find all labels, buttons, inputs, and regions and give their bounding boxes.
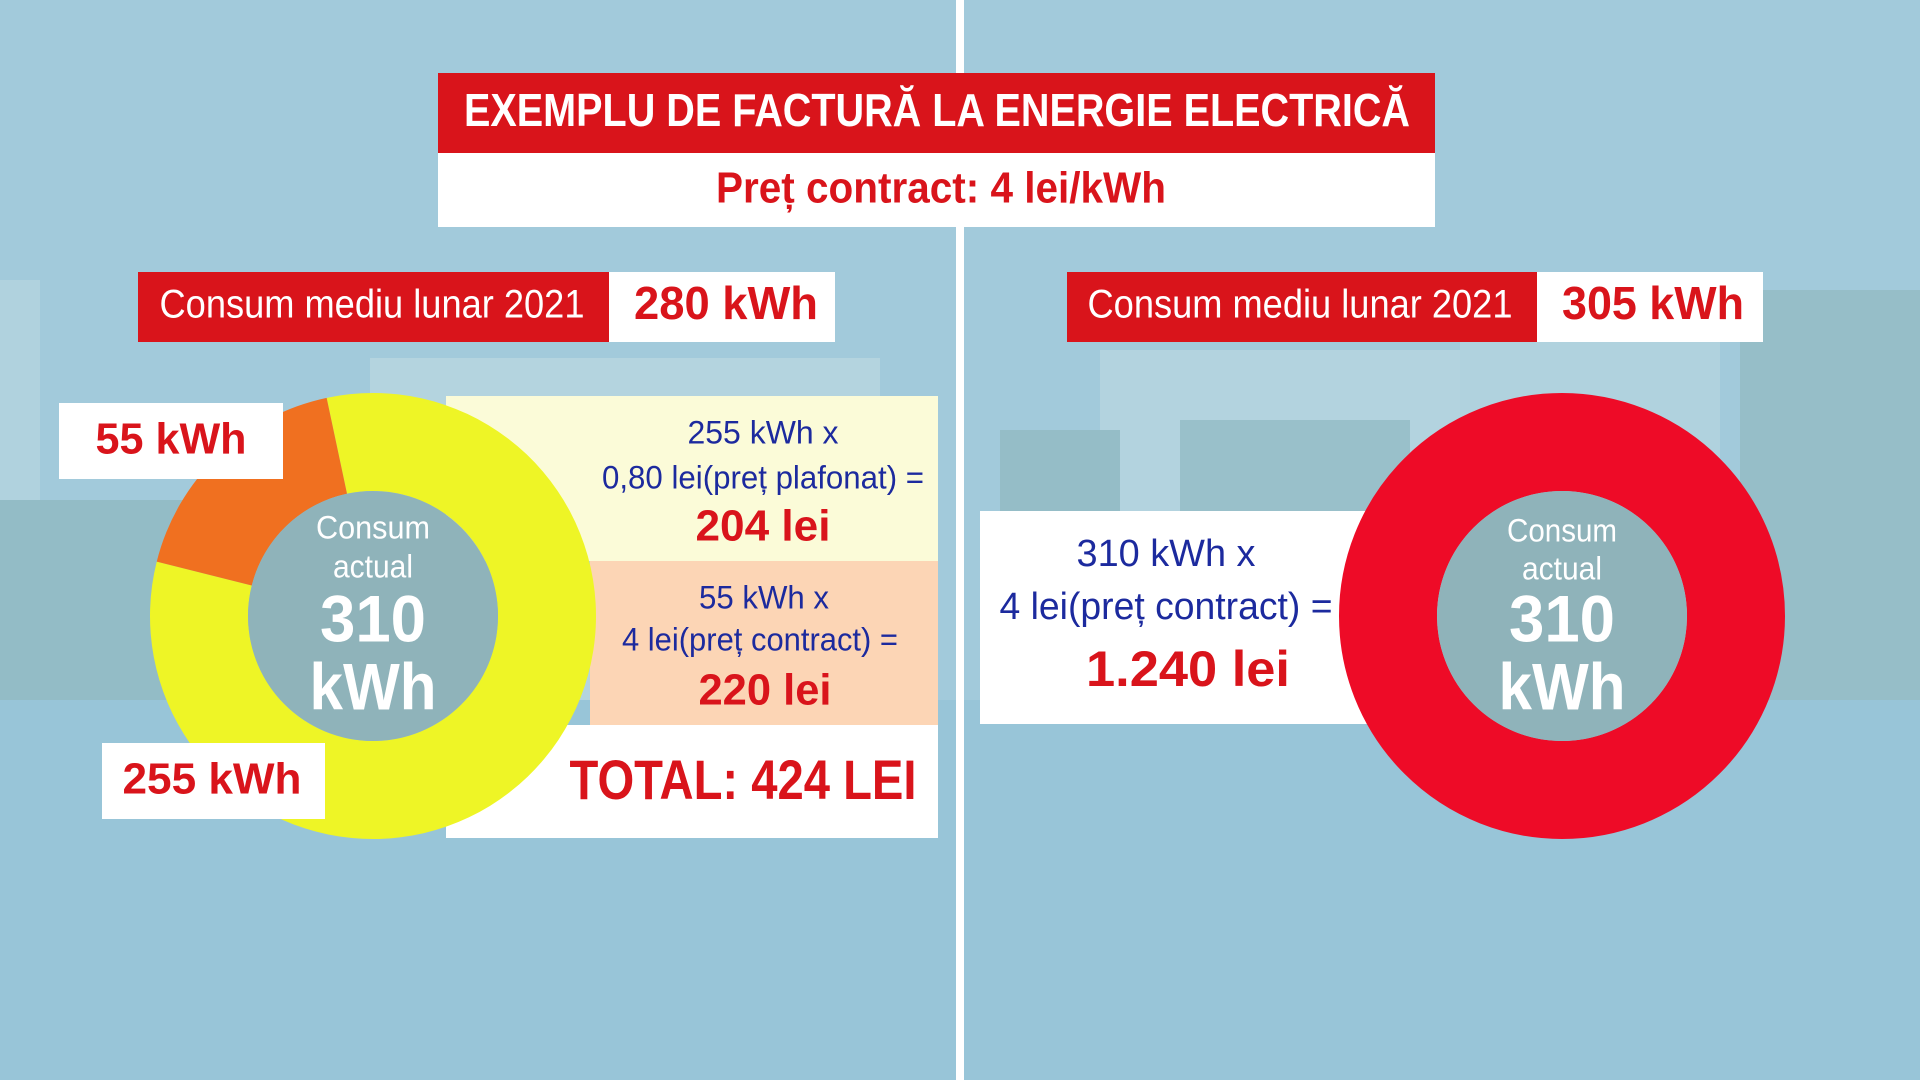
calc-line: 4 lei(preț contract) = <box>622 621 898 657</box>
calc-line: 55 kWh x <box>699 579 829 615</box>
donut-segment <box>156 397 348 586</box>
total: TOTAL: 424 LEI <box>570 748 917 811</box>
consumption-value: 280 kWh <box>634 277 818 329</box>
overlay-texts: 255 kWh x 0,80 lei(preț plafonat) = 204 … <box>59 403 1626 819</box>
subtitle-box <box>438 153 1435 227</box>
subtitle: Preț contract: 4 lei/kWh <box>716 164 1166 213</box>
charts <box>150 393 1785 839</box>
calc-line: 255 kWh x <box>688 414 839 450</box>
consumption-value: 305 kWh <box>1562 277 1744 329</box>
value-label: 255 kWh <box>123 755 302 804</box>
title: EXEMPLU DE FACTURĂ LA ENERGIE ELECTRICĂ <box>464 84 1410 136</box>
calc-line: 0,80 lei(preț plafonat) = <box>602 459 924 495</box>
calc-box <box>980 511 1369 724</box>
center-value: 310 <box>1509 581 1615 655</box>
consumption-label: Consum mediu lunar 2021 <box>160 283 585 327</box>
center-unit: kWh <box>310 649 437 723</box>
center-label: Consum <box>1507 512 1617 548</box>
label-box <box>138 272 609 342</box>
value-box <box>1537 272 1763 342</box>
value-label-box <box>59 403 283 479</box>
center-label: Consum <box>316 509 430 545</box>
center-unit: kWh <box>1499 649 1626 723</box>
donut-segment <box>1339 393 1785 839</box>
calc-result: 220 lei <box>699 666 832 715</box>
calc-result: 204 lei <box>696 502 831 551</box>
calc-result: 1.240 lei <box>1086 641 1290 697</box>
calc-line: 310 kWh x <box>1077 533 1256 575</box>
donut-hole <box>1437 491 1687 741</box>
center-label: actual <box>1522 550 1602 586</box>
label-box <box>1067 272 1537 342</box>
donut-segment <box>150 393 597 839</box>
consumption-label: Consum mediu lunar 2021 <box>1088 283 1513 327</box>
value-box <box>609 272 835 342</box>
center-value: 310 <box>320 581 426 655</box>
calc-box <box>590 561 938 725</box>
center-label: actual <box>333 548 413 584</box>
title-box <box>438 73 1435 153</box>
calc-line: 4 lei(preț contract) = <box>1000 586 1333 628</box>
value-label-box <box>102 743 325 819</box>
value-label: 55 kWh <box>96 415 247 464</box>
donut-hole <box>248 491 498 741</box>
